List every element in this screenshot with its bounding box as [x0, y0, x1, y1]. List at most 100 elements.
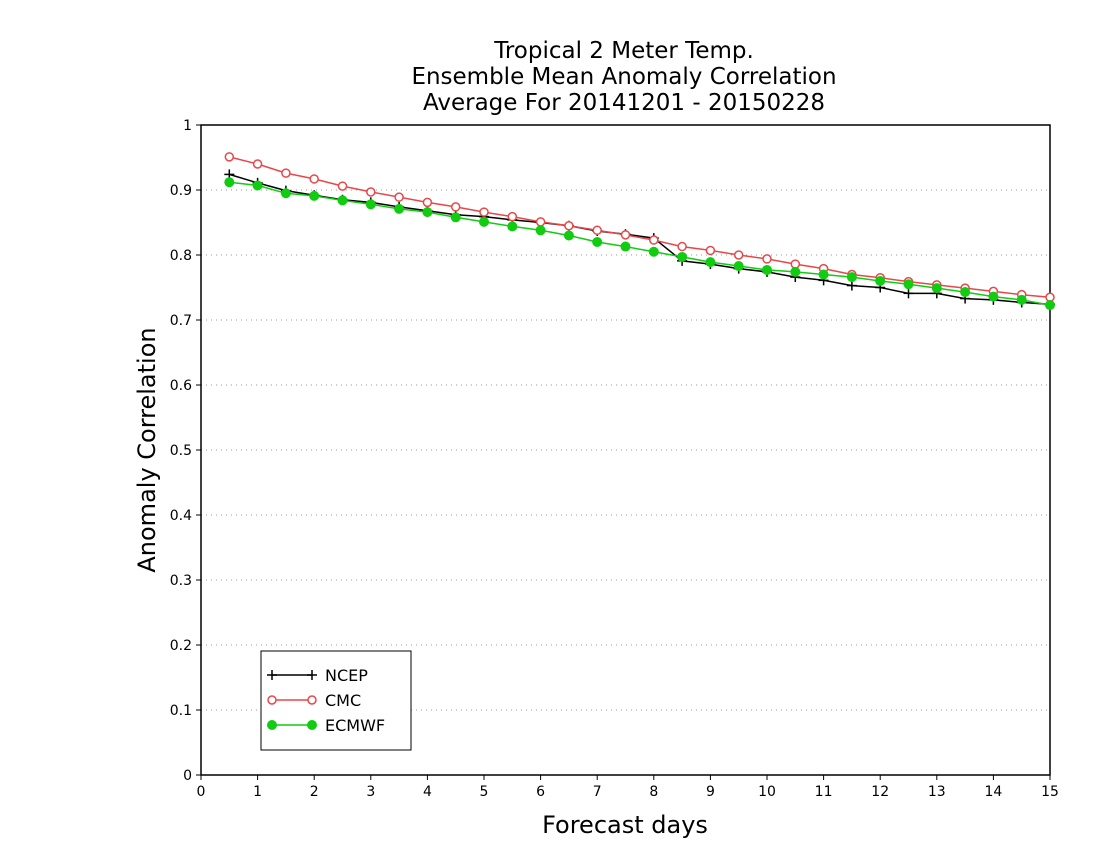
point-marker — [535, 217, 546, 227]
point-marker — [267, 720, 277, 730]
point-marker — [507, 221, 518, 232]
legend-label: NCEP — [325, 666, 368, 685]
point-marker — [677, 241, 687, 252]
point-marker — [307, 720, 317, 730]
point-marker — [224, 177, 235, 188]
point-marker — [366, 187, 376, 197]
x-tick-label: 15 — [1041, 784, 1059, 800]
chart-title-line-2: Ensemble Mean Anomaly Correlation — [411, 64, 836, 90]
point-marker — [394, 192, 404, 202]
point-marker — [564, 221, 574, 231]
point-marker — [620, 230, 631, 240]
x-axis: 0 1 2 3 4 5 6 7 8 9 10 11 12 13 14 15 — [197, 775, 1059, 800]
x-tick-label: 6 — [536, 784, 545, 800]
chart-title-line-1: Tropical 2 Meter Temp. — [493, 38, 754, 64]
legend-item-ncep: NCEP — [267, 666, 368, 685]
point-marker — [280, 188, 291, 199]
point-marker — [846, 272, 857, 283]
point-marker — [394, 203, 405, 214]
chart-title-line-3: Average For 20141201 - 20150228 — [423, 90, 825, 116]
point-marker — [309, 190, 320, 201]
point-marker — [762, 254, 772, 264]
series-ecmwf — [224, 177, 1055, 311]
point-marker — [309, 174, 319, 184]
point-marker — [252, 159, 263, 169]
point-marker — [931, 283, 942, 294]
point-marker — [337, 181, 348, 191]
y-tick-label: 0.5 — [170, 443, 192, 459]
point-marker — [422, 207, 433, 218]
x-tick-label: 5 — [480, 784, 489, 800]
y-tick-label: 0.1 — [170, 703, 192, 719]
y-tick-label: 0.7 — [170, 313, 192, 329]
y-tick-label: 0.2 — [170, 638, 192, 654]
point-marker — [1045, 300, 1055, 311]
y-tick-label: 1 — [183, 118, 192, 134]
y-tick-label: 0.3 — [170, 573, 192, 589]
x-tick-label: 7 — [593, 784, 602, 800]
x-tick-label: 14 — [984, 784, 1002, 800]
grid — [201, 189, 1050, 711]
point-marker — [733, 261, 744, 272]
point-marker — [988, 291, 999, 302]
point-marker — [422, 197, 433, 208]
legend-item-cmc: CMC — [267, 691, 361, 710]
y-tick-label: 0.6 — [170, 378, 192, 394]
legend-label: ECMWF — [325, 716, 385, 735]
series-ncep — [224, 169, 1055, 310]
point-marker — [649, 235, 659, 245]
chart-title: Tropical 2 Meter Temp. Ensemble Mean Ano… — [411, 38, 836, 116]
y-axis: 0 0.1 0.2 0.3 0.4 0.5 0.6 0.7 0.8 0.9 1 — [170, 118, 201, 784]
point-marker — [252, 180, 263, 191]
y-tick-label: 0.4 — [170, 508, 192, 524]
point-marker — [337, 195, 348, 206]
point-marker — [267, 695, 277, 705]
point-marker — [479, 207, 489, 217]
x-tick-label: 3 — [366, 784, 375, 800]
x-tick-label: 2 — [310, 784, 319, 800]
point-marker — [620, 241, 631, 252]
point-marker — [479, 216, 489, 227]
legend-item-ecmwf: ECMWF — [267, 716, 385, 735]
point-marker — [705, 257, 716, 268]
point-marker — [875, 276, 886, 286]
x-tick-label: 4 — [423, 784, 432, 800]
x-tick-label: 11 — [815, 784, 833, 800]
point-marker — [535, 225, 546, 236]
y-axis-label: Anomaly Correlation — [133, 327, 161, 572]
y-tick-label: 0.8 — [170, 248, 192, 264]
series-line — [229, 156, 1051, 299]
legend: NCEP CMC ECMWF — [260, 650, 412, 751]
legend-label: CMC — [325, 691, 361, 710]
x-tick-label: 0 — [197, 784, 206, 800]
x-tick-label: 8 — [649, 784, 658, 800]
point-marker — [960, 287, 971, 298]
point-marker — [733, 250, 744, 260]
series-line — [229, 173, 1051, 306]
point-marker — [790, 266, 801, 277]
point-marker — [365, 199, 376, 210]
x-tick-label: 10 — [758, 784, 776, 800]
point-marker — [281, 168, 291, 178]
y-tick-label: 0 — [183, 768, 192, 784]
x-tick-label: 9 — [706, 784, 715, 800]
point-marker — [903, 279, 914, 290]
x-axis-label: Forecast days — [542, 811, 708, 839]
x-tick-label: 12 — [871, 784, 889, 800]
point-marker — [1016, 294, 1027, 305]
x-tick-label: 13 — [928, 784, 946, 800]
point-marker — [677, 251, 688, 262]
point-marker — [705, 245, 716, 256]
point-marker — [307, 695, 317, 705]
point-marker — [592, 237, 603, 247]
x-tick-label: 1 — [253, 784, 262, 800]
point-marker — [762, 264, 772, 275]
point-marker — [507, 211, 518, 222]
point-marker — [450, 212, 461, 223]
y-tick-label: 0.9 — [170, 183, 192, 199]
series-layer — [224, 152, 1055, 311]
point-marker — [648, 246, 659, 257]
point-marker — [450, 202, 461, 212]
point-marker — [563, 230, 574, 241]
